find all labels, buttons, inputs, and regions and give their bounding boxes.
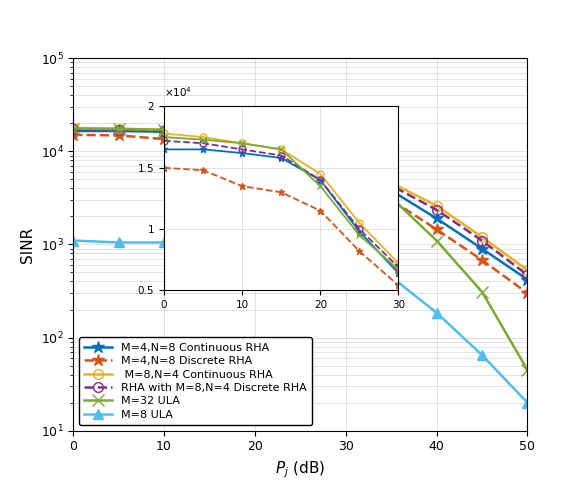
 M=8,N=4 Continuous RHA — [433, 203, 440, 209]
M=4,N=8 Discrete RHA — [115, 133, 122, 138]
M=8 ULA — [251, 243, 258, 249]
 M=8,N=4 Continuous RHA — [161, 127, 168, 133]
M=4,N=8 Discrete RHA — [478, 257, 485, 263]
RHA with M=8,N=4 Discrete RHA — [161, 128, 168, 134]
RHA with M=8,N=4 Discrete RHA — [478, 238, 485, 243]
 M=8,N=4 Continuous RHA — [524, 267, 531, 273]
 M=8,N=4 Continuous RHA — [297, 146, 304, 152]
M=8 ULA — [115, 240, 122, 245]
M=8 ULA — [524, 400, 531, 406]
 M=8,N=4 Continuous RHA — [342, 162, 349, 167]
M=4,N=8 Discrete RHA — [433, 227, 440, 232]
M=4,N=8 Continuous RHA — [388, 187, 395, 193]
RHA with M=8,N=4 Discrete RHA — [524, 272, 531, 278]
 M=8,N=4 Continuous RHA — [251, 133, 258, 139]
RHA with M=8,N=4 Discrete RHA — [342, 164, 349, 169]
M=4,N=8 Continuous RHA — [433, 215, 440, 221]
M=32 ULA — [161, 127, 168, 133]
M=32 ULA — [297, 151, 304, 156]
M=32 ULA — [206, 128, 213, 134]
M=4,N=8 Discrete RHA — [251, 143, 258, 149]
M=4,N=8 Continuous RHA — [70, 128, 77, 134]
Line: M=4,N=8 Discrete RHA: M=4,N=8 Discrete RHA — [67, 129, 534, 300]
Y-axis label: SINR: SINR — [20, 227, 35, 262]
M=4,N=8 Continuous RHA — [342, 166, 349, 172]
M=4,N=8 Discrete RHA — [388, 197, 395, 203]
M=4,N=8 Continuous RHA — [161, 129, 168, 135]
Line:  M=8,N=4 Continuous RHA: M=8,N=4 Continuous RHA — [69, 123, 532, 275]
RHA with M=8,N=4 Discrete RHA — [251, 135, 258, 140]
Line: M=8 ULA: M=8 ULA — [69, 236, 532, 408]
 M=8,N=4 Continuous RHA — [115, 126, 122, 132]
M=8 ULA — [342, 250, 349, 256]
M=8 ULA — [161, 240, 168, 245]
M=4,N=8 Continuous RHA — [478, 246, 485, 252]
 M=8,N=4 Continuous RHA — [478, 234, 485, 240]
Line: RHA with M=8,N=4 Discrete RHA: RHA with M=8,N=4 Discrete RHA — [69, 124, 532, 280]
M=32 ULA — [478, 289, 485, 295]
RHA with M=8,N=4 Discrete RHA — [388, 182, 395, 188]
M=4,N=8 Continuous RHA — [251, 135, 258, 140]
M=8 ULA — [297, 247, 304, 253]
M=4,N=8 Continuous RHA — [115, 128, 122, 134]
M=32 ULA — [388, 195, 395, 200]
M=4,N=8 Discrete RHA — [70, 132, 77, 138]
RHA with M=8,N=4 Discrete RHA — [115, 127, 122, 133]
M=32 ULA — [342, 165, 349, 170]
Text: $\times 10^4$: $\times 10^4$ — [164, 85, 192, 99]
RHA with M=8,N=4 Discrete RHA — [70, 126, 77, 132]
Line: M=4,N=8 Continuous RHA: M=4,N=8 Continuous RHA — [67, 125, 534, 286]
M=32 ULA — [251, 136, 258, 142]
M=4,N=8 Continuous RHA — [524, 277, 531, 283]
 M=8,N=4 Continuous RHA — [70, 125, 77, 131]
RHA with M=8,N=4 Discrete RHA — [433, 207, 440, 213]
M=8 ULA — [206, 242, 213, 247]
X-axis label: $P_j$ (dB): $P_j$ (dB) — [275, 459, 325, 480]
M=8 ULA — [388, 274, 395, 280]
M=4,N=8 Discrete RHA — [206, 138, 213, 144]
M=32 ULA — [433, 238, 440, 243]
M=8 ULA — [70, 238, 77, 243]
M=4,N=8 Continuous RHA — [206, 130, 213, 136]
M=4,N=8 Discrete RHA — [297, 156, 304, 162]
M=4,N=8 Discrete RHA — [524, 290, 531, 296]
Legend: M=4,N=8 Continuous RHA, M=4,N=8 Discrete RHA,  M=8,N=4 Continuous RHA, RHA with : M=4,N=8 Continuous RHA, M=4,N=8 Discrete… — [79, 337, 312, 425]
M=8 ULA — [478, 352, 485, 358]
M=32 ULA — [524, 367, 531, 373]
M=4,N=8 Discrete RHA — [161, 136, 168, 142]
RHA with M=8,N=4 Discrete RHA — [297, 148, 304, 154]
M=32 ULA — [115, 126, 122, 132]
 M=8,N=4 Continuous RHA — [206, 128, 213, 134]
M=4,N=8 Discrete RHA — [342, 173, 349, 179]
M=32 ULA — [70, 126, 77, 132]
Line: M=32 ULA: M=32 ULA — [68, 123, 533, 376]
 M=8,N=4 Continuous RHA — [388, 180, 395, 185]
M=8 ULA — [433, 310, 440, 316]
RHA with M=8,N=4 Discrete RHA — [206, 129, 213, 135]
M=4,N=8 Continuous RHA — [297, 149, 304, 155]
